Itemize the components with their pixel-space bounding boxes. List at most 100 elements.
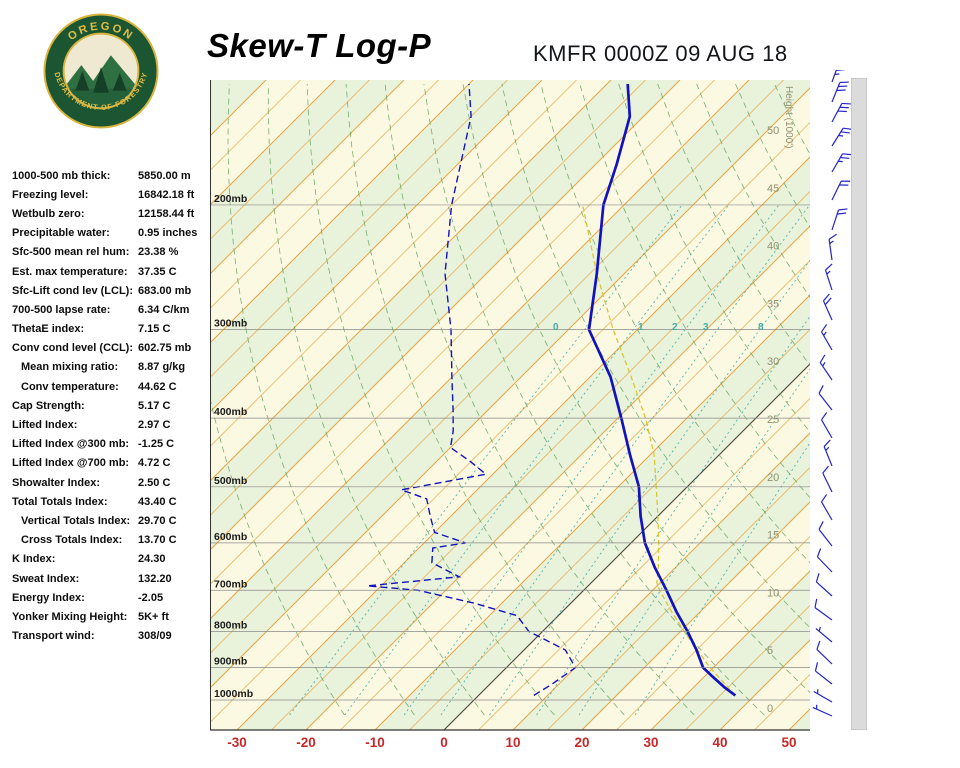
page-title: Skew-T Log-P bbox=[207, 27, 432, 64]
index-label: 700-500 lapse rate: bbox=[12, 303, 111, 316]
wind-barb bbox=[818, 385, 833, 411]
index-row: Freezing level: 16842.18 ft bbox=[12, 185, 222, 204]
index-value: 0.95 inches bbox=[138, 227, 198, 240]
index-value: 5K+ ft bbox=[138, 610, 169, 623]
wind-barb bbox=[831, 127, 853, 147]
index-row: Est. max temperature: 37.35 C bbox=[12, 262, 222, 281]
index-value: 12158.44 ft bbox=[138, 207, 195, 220]
index-value: 2.97 C bbox=[138, 419, 171, 432]
index-value: 308/09 bbox=[138, 630, 172, 643]
wind-barb bbox=[819, 354, 833, 381]
index-row: Cross Totals Index: 13.70 C bbox=[12, 531, 222, 550]
odf-logo: OREGON DEPARTMENT OF FORESTRY bbox=[42, 12, 160, 130]
index-row: Precipitable water: 0.95 inches bbox=[12, 224, 222, 243]
pressure-label: 800mb bbox=[214, 619, 247, 631]
height-tick-label: 35 bbox=[767, 298, 779, 310]
wind-barb bbox=[814, 598, 833, 621]
index-row: Sweat Index: 132.20 bbox=[12, 569, 222, 588]
index-row: Total Totals Index: 43.40 C bbox=[12, 492, 222, 511]
index-row: 1000-500 mb thick: 5850.00 m bbox=[12, 166, 222, 185]
index-label: K Index: bbox=[12, 553, 56, 566]
height-axis-title: Height (1000') bbox=[783, 86, 794, 149]
mixing-ratio-label: 1 bbox=[638, 322, 644, 333]
index-row: Energy Index: -2.05 bbox=[12, 588, 222, 607]
pressure-label: 600mb bbox=[214, 531, 247, 543]
index-row: Sfc-Lift cond lev (LCL): 683.00 mb bbox=[12, 281, 222, 300]
index-label: Cap Strength: bbox=[12, 399, 85, 412]
index-value: -1.25 C bbox=[138, 438, 175, 451]
index-label: Sweat Index: bbox=[12, 572, 80, 585]
index-label: Transport wind: bbox=[12, 630, 95, 643]
index-label: Mean mixing ratio: bbox=[21, 361, 119, 374]
wind-barb bbox=[831, 81, 849, 103]
index-value: 16842.18 ft bbox=[138, 188, 195, 201]
height-tick-label: 45 bbox=[767, 183, 779, 195]
wind-barb bbox=[813, 689, 833, 703]
x-tick-label: 10 bbox=[505, 735, 520, 750]
index-label: Sfc-500 mean rel hum: bbox=[12, 246, 130, 259]
mixing-ratio-label: 3 bbox=[703, 322, 709, 333]
x-tick-label: 0 bbox=[440, 735, 448, 750]
x-tick-label: -20 bbox=[296, 735, 316, 750]
index-value: 23.38 % bbox=[138, 246, 179, 259]
height-tick-label: 15 bbox=[767, 530, 779, 542]
height-tick-label: 20 bbox=[767, 472, 779, 484]
height-tick-label: 0 bbox=[767, 703, 773, 715]
wind-barb bbox=[822, 465, 833, 493]
indices-panel: 1000-500 mb thick: 5850.00 m Freezing leve… bbox=[12, 166, 222, 646]
height-tick-label: 25 bbox=[767, 414, 779, 426]
index-label: Wetbulb zero: bbox=[12, 207, 85, 220]
mixing-ratio-label: 8 bbox=[758, 322, 764, 333]
index-row: Lifted Index: 2.97 C bbox=[12, 415, 222, 434]
index-value: -2.05 bbox=[138, 591, 164, 604]
index-value: 44.62 C bbox=[138, 380, 177, 393]
wind-barb bbox=[816, 640, 833, 665]
index-label: Est. max temperature: bbox=[12, 265, 128, 278]
station-id-line: KMFR 0000Z 09 AUG 18 bbox=[533, 41, 788, 66]
index-value: 37.35 C bbox=[138, 265, 177, 278]
mixing-ratio-labels: 0 1 2 3 8 bbox=[553, 322, 764, 333]
pressure-label: 900mb bbox=[214, 656, 247, 668]
dry-adiabats bbox=[210, 83, 810, 716]
index-value: 132.20 bbox=[138, 572, 172, 585]
index-label: Freezing level: bbox=[12, 188, 89, 201]
pressure-label: 700mb bbox=[214, 578, 247, 590]
index-label: Yonker Mixing Height: bbox=[12, 610, 128, 623]
index-value: 43.40 C bbox=[138, 495, 177, 508]
pressure-lines: 200mb 300mb 400mb 500mb 600mb 700mb 800mb 900mb… bbox=[210, 193, 810, 701]
pressure-label: 500mb bbox=[214, 475, 247, 487]
index-value: 602.75 mb bbox=[138, 342, 192, 355]
index-value: 2.50 C bbox=[138, 476, 171, 489]
wind-barb bbox=[815, 573, 833, 597]
mixing-ratio-lines bbox=[289, 204, 810, 716]
index-label: Conv cond level (CCL): bbox=[12, 342, 134, 355]
index-label: Cross Totals Index: bbox=[21, 534, 123, 547]
pressure-label: 400mb bbox=[214, 406, 247, 418]
x-tick-label: 50 bbox=[781, 735, 796, 750]
index-value: 7.15 C bbox=[138, 323, 171, 336]
wind-barb bbox=[824, 263, 833, 291]
wind-barb bbox=[815, 626, 833, 643]
index-row: Vertical Totals Index: 29.70 C bbox=[12, 511, 222, 530]
index-value: 24.30 bbox=[138, 553, 166, 566]
index-value: 29.70 C bbox=[138, 514, 177, 527]
index-row: Conv temperature: 44.62 C bbox=[12, 377, 222, 396]
index-row: ThetaE index: 7.15 C bbox=[12, 320, 222, 339]
index-label: Sfc-Lift cond lev (LCL): bbox=[12, 284, 133, 297]
index-row: Sfc-500 mean rel hum: 23.38 % bbox=[12, 243, 222, 262]
x-tick-label: 40 bbox=[712, 735, 727, 750]
wind-barb bbox=[831, 70, 846, 83]
index-label: Vertical Totals Index: bbox=[21, 514, 131, 527]
index-value: 683.00 mb bbox=[138, 284, 192, 297]
index-value: 4.72 C bbox=[138, 457, 171, 470]
x-tick-label: 20 bbox=[574, 735, 589, 750]
mixing-ratio-label: 0 bbox=[553, 322, 559, 333]
plot-area bbox=[210, 80, 810, 730]
parcel-trace bbox=[582, 204, 736, 696]
index-row: 700-500 lapse rate: 6.34 C/km bbox=[12, 300, 222, 319]
height-tick-label: 50 bbox=[767, 125, 779, 137]
index-row: Showalter Index: 2.50 C bbox=[12, 473, 222, 492]
index-label: Showalter Index: bbox=[12, 476, 101, 489]
index-label: Precipitable water: bbox=[12, 227, 110, 240]
index-label: Total Totals Index: bbox=[12, 495, 108, 508]
